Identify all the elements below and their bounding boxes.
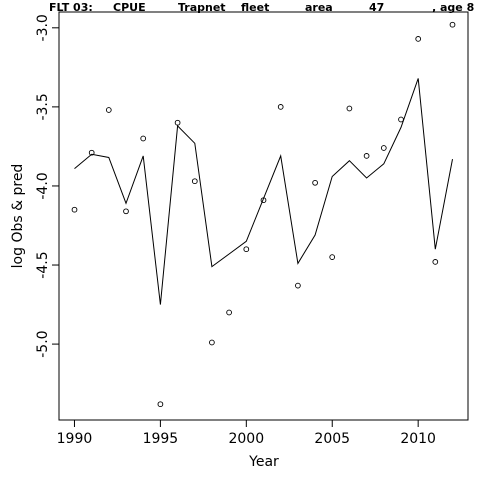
title-part-cpue: CPUE	[113, 1, 146, 14]
y-tick-label: -5.0	[35, 330, 51, 357]
observed-point	[209, 339, 215, 346]
observed-point	[243, 246, 250, 253]
observed-point	[363, 153, 370, 159]
y-tick-label: -4.0	[35, 172, 51, 199]
observed-point	[157, 401, 164, 408]
title-part-trapnet: Trapnet	[178, 1, 226, 14]
observed-point	[432, 259, 439, 265]
plot-box	[58, 11, 469, 421]
observed-point	[71, 206, 78, 213]
observed-point	[295, 282, 301, 289]
chart-title: FLT 03: CPUE Trapnet fleet area 47 , age…	[49, 1, 474, 14]
title-part-flt: FLT 03:	[49, 1, 93, 14]
observed-point	[140, 135, 147, 142]
observed-point	[88, 149, 95, 156]
predicted-line	[74, 78, 453, 305]
x-tick-label: 1995	[143, 431, 179, 447]
observed-point	[449, 21, 456, 28]
observed-point	[415, 36, 422, 42]
y-tick-label: -4.5	[35, 251, 51, 278]
y-axis-label: log Obs & pred	[10, 164, 26, 269]
x-tick-label: 2000	[228, 431, 264, 447]
x-axis-label: Year	[248, 454, 279, 470]
y-axis: -3.0 -3.5 -4.0 -4.5 -5.0	[35, 14, 60, 358]
observed-point	[226, 309, 232, 316]
x-tick-label: 2010	[400, 431, 436, 447]
observed-point	[329, 254, 336, 260]
y-tick-label: -3.5	[35, 93, 51, 120]
title-part-number: 47	[369, 1, 384, 14]
x-tick-label: 2005	[314, 431, 350, 447]
title-part-age: , age 8	[432, 1, 474, 14]
observed-point	[398, 116, 404, 123]
observed-point	[277, 104, 284, 110]
x-tick-label: 1990	[57, 431, 93, 447]
observed-point	[260, 197, 267, 204]
observed-point	[105, 107, 112, 113]
predicted-line-path	[74, 78, 453, 305]
observed-point	[191, 178, 198, 185]
y-tick-label: -3.0	[35, 14, 51, 41]
title-part-fleet: fleet	[241, 1, 269, 14]
observed-point	[123, 208, 129, 215]
x-axis: 1990 1995 2000 2005 2010	[57, 419, 436, 447]
observed-point	[174, 119, 181, 126]
title-part-area: area	[305, 1, 333, 14]
observed-point	[312, 179, 318, 186]
observed-points	[71, 21, 456, 408]
observed-point	[346, 105, 353, 112]
observed-point	[380, 145, 387, 151]
